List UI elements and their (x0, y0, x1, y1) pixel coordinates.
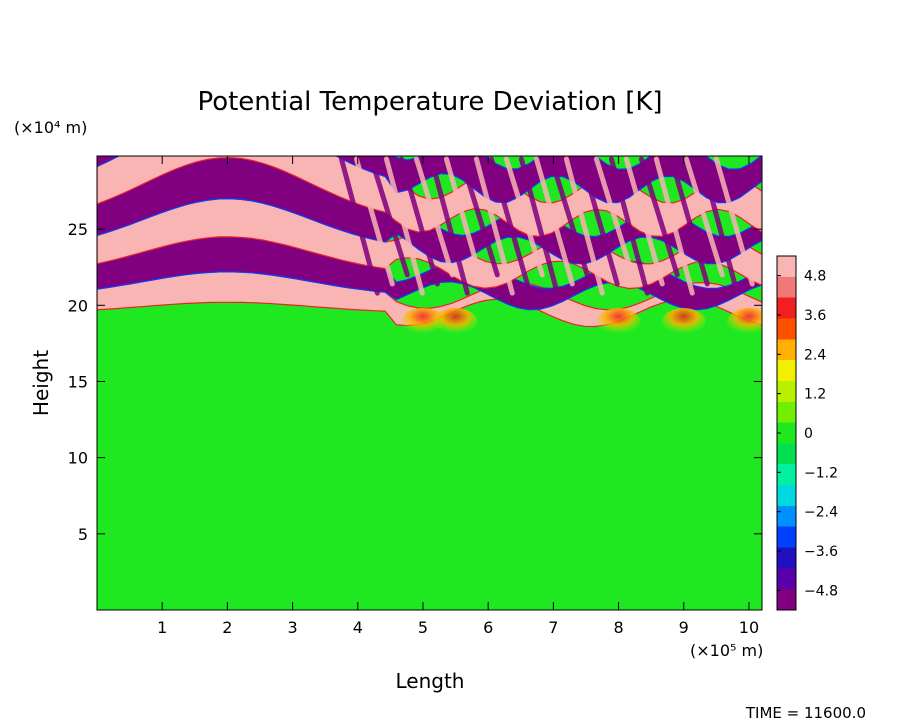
colorbar-tick-label: −4.8 (804, 583, 838, 599)
wave-streak (368, 156, 410, 278)
wave-streak (563, 156, 605, 296)
wave-streak (713, 156, 755, 287)
warm-patch (400, 308, 445, 337)
colorbar-tick-label: 4.8 (804, 269, 826, 285)
colorbar-tick-label: −1.2 (804, 465, 838, 481)
wave-streak (593, 156, 635, 278)
wave-streak (383, 156, 425, 296)
wave-streak (428, 156, 470, 296)
warm-patch (661, 308, 706, 337)
x-axis-ticks: 1 2 3 4 5 6 7 8 9 10 (157, 156, 759, 637)
x-tick-label: 8 (613, 618, 623, 637)
x-tick-label: 10 (739, 618, 759, 637)
x-axis-label: Length (396, 669, 465, 693)
warm-patch (726, 308, 762, 337)
heatmap-field (97, 156, 762, 610)
x-tick-label: 3 (287, 618, 297, 637)
colorbar-tick-label: −3.6 (804, 544, 838, 560)
wave-streak (668, 156, 710, 287)
y-unit-label: (×10⁴ m) (14, 118, 87, 137)
chart-title: Potential Temperature Deviation [K] (197, 87, 662, 117)
colorbar-tick-label: 2.4 (804, 347, 826, 363)
wave-streak (413, 156, 455, 278)
x-tick-label: 5 (418, 618, 428, 637)
wave-streak (458, 156, 500, 278)
x-unit-label: (×10⁵ m) (690, 641, 763, 660)
colorbar-tick-label: 1.2 (804, 387, 826, 403)
colorbar-ticks: 4.8 3.6 2.4 1.2 0 −1.2 −2.4 −3.6 −4.8 (777, 269, 838, 599)
y-tick-label: 5 (78, 525, 88, 544)
colorbar-tick-label: 0 (804, 426, 813, 442)
wave-streak (518, 156, 560, 296)
wave-streak (698, 156, 740, 296)
wave-streak (608, 156, 650, 296)
y-tick-label: 20 (68, 296, 88, 315)
wave-streak (338, 156, 380, 296)
wave-streak (473, 156, 515, 296)
colorbar-tick-label: −2.4 (804, 505, 838, 521)
y-axis-ticks: 5 10 15 20 25 (68, 220, 762, 544)
x-tick-label: 2 (222, 618, 232, 637)
wave-streak (683, 156, 725, 278)
time-footer: TIME = 11600.0 (745, 704, 866, 722)
warm-patch (433, 308, 478, 337)
x-tick-label: 1 (157, 618, 167, 637)
wave-streak (533, 156, 575, 287)
x-tick-label: 9 (679, 618, 689, 637)
colorbar-tick-label: 3.6 (804, 308, 826, 324)
wave-streak (398, 156, 440, 287)
y-tick-label: 10 (68, 449, 88, 468)
x-tick-label: 7 (548, 618, 558, 637)
wave-streak (578, 156, 620, 287)
field-band (97, 156, 762, 204)
x-tick-label: 4 (353, 618, 363, 637)
x-tick-label: 6 (483, 618, 493, 637)
wave-streak (638, 156, 680, 278)
wave-streak (488, 156, 530, 287)
wave-streak (623, 156, 665, 287)
y-tick-label: 25 (68, 220, 88, 239)
plot-frame (96, 155, 763, 611)
wave-streak (653, 156, 695, 296)
wave-streak (353, 156, 395, 287)
wave-streak (548, 156, 590, 278)
wave-streak (443, 156, 485, 287)
y-axis-label: Height (29, 350, 53, 416)
warm-patch (596, 308, 641, 337)
wave-streak (503, 156, 545, 278)
y-tick-label: 15 (68, 372, 88, 391)
